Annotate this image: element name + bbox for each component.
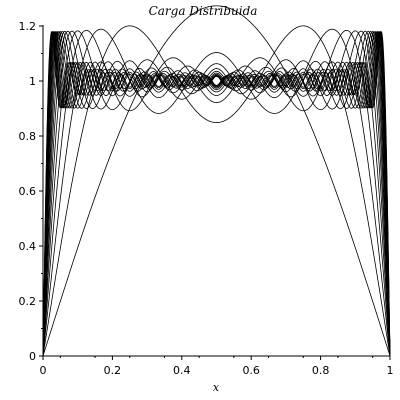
y-tick-label: 0.4 [19, 240, 37, 253]
series-line-n7 [42, 29, 391, 357]
series-line-n11 [42, 30, 391, 357]
series-line-n3 [42, 25, 391, 357]
y-tick-label: 0.6 [19, 185, 37, 198]
series-line-n25 [42, 31, 391, 357]
y-tick-label: 0 [29, 350, 36, 363]
x-tick-label: 0.8 [312, 364, 330, 377]
series-line-n35 [42, 31, 391, 357]
series-line-n17 [42, 31, 391, 357]
y-ticks: 0 0.2 0.4 0.6 0.8 1 1.2 [19, 20, 43, 363]
series-line-n1 [42, 5, 391, 357]
y-tick-label: 1 [29, 75, 36, 88]
x-axis-label: x [213, 381, 220, 394]
series-line-n23 [42, 31, 391, 357]
x-tick-label: 0.4 [173, 364, 191, 377]
series-line-n21 [42, 31, 391, 357]
series-group [42, 5, 391, 357]
series-line-n39 [42, 30, 391, 357]
y-tick-label: 1.2 [19, 20, 37, 33]
series-line-n29 [42, 31, 391, 357]
series-line-n37 [42, 31, 391, 357]
series-line-n13 [42, 30, 391, 357]
series-line-n19 [42, 31, 391, 357]
y-tick-label: 0.8 [19, 130, 37, 143]
x-tick-label: 0.6 [242, 364, 260, 377]
x-ticks: 0 0.2 0.4 0.6 0.8 1 [40, 356, 394, 377]
series-line-n31 [42, 31, 391, 357]
x-tick-label: 0.2 [104, 364, 122, 377]
x-tick-label: 0 [40, 364, 47, 377]
series-line-n15 [42, 31, 391, 357]
series-line-n9 [42, 30, 391, 357]
y-tick-label: 0.2 [19, 295, 37, 308]
series-line-n5 [42, 28, 391, 357]
chart-title: Carga Distribuida [149, 4, 258, 18]
x-tick-label: 1 [387, 364, 394, 377]
